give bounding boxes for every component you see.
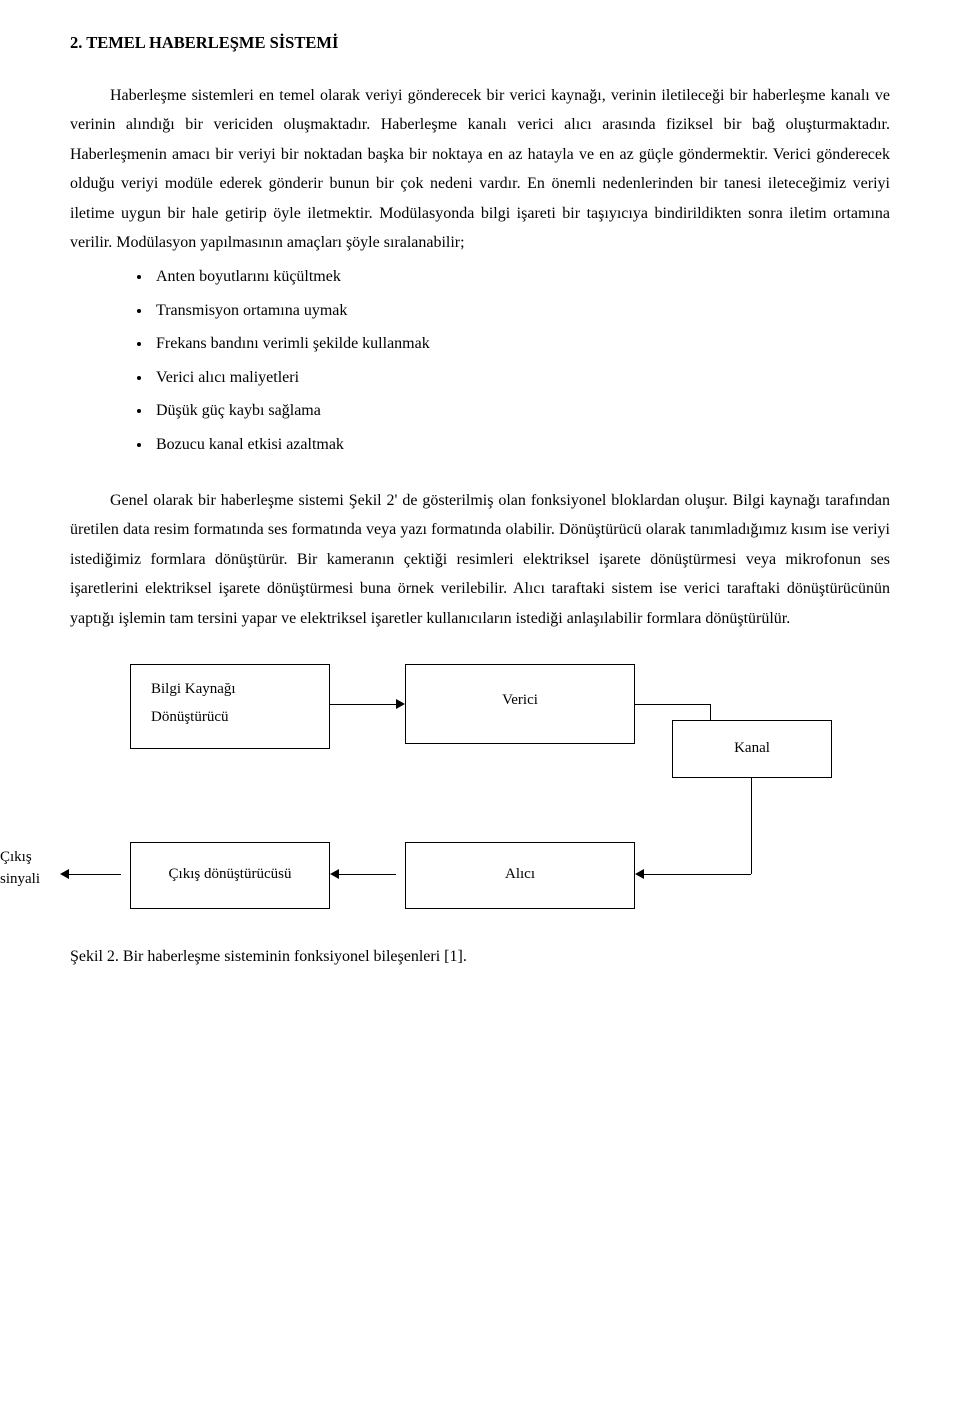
connector-line xyxy=(69,874,121,875)
arrow-left-icon xyxy=(635,869,644,879)
connector-line xyxy=(751,778,752,874)
list-item: Bozucu kanal etkisi azaltmak xyxy=(152,430,890,460)
connector-line xyxy=(710,704,711,720)
paragraph-body: Genel olarak bir haberleşme sistemi Şeki… xyxy=(70,486,890,634)
block-channel-label: Kanal xyxy=(734,735,770,763)
connector-line xyxy=(339,874,396,875)
list-item: Düşük güç kaybı sağlama xyxy=(152,396,890,426)
connector-line xyxy=(330,704,396,705)
block-source-line1: Bilgi Kaynağı xyxy=(151,675,309,704)
connector-line xyxy=(635,704,710,705)
block-output-converter: Çıkış dönüştürücüsü xyxy=(130,842,330,909)
output-signal-line1: Çıkış xyxy=(0,846,70,869)
bullet-list: Anten boyutlarını küçültmek Transmisyon … xyxy=(70,262,890,460)
section-heading: 2. TEMEL HABERLEŞME SİSTEMİ xyxy=(70,28,890,59)
block-receiver-label: Alıcı xyxy=(505,861,535,889)
arrow-left-icon xyxy=(330,869,339,879)
block-transmitter-label: Verici xyxy=(502,687,538,715)
arrow-right-icon xyxy=(396,699,405,709)
block-diagram: Bilgi Kaynağı Dönüştürücü Verici Kanal Ç… xyxy=(0,664,820,934)
figure-caption: Şekil 2. Bir haberleşme sisteminin fonks… xyxy=(0,942,890,972)
list-item: Verici alıcı maliyetleri xyxy=(152,363,890,393)
list-item: Frekans bandını verimli şekilde kullanma… xyxy=(152,329,890,359)
list-item: Anten boyutlarını küçültmek xyxy=(152,262,890,292)
block-source: Bilgi Kaynağı Dönüştürücü xyxy=(130,664,330,749)
list-item: Transmisyon ortamına uymak xyxy=(152,296,890,326)
block-source-line2: Dönüştürücü xyxy=(151,703,309,732)
block-receiver: Alıcı xyxy=(405,842,635,909)
arrow-left-icon xyxy=(60,869,69,879)
paragraph-intro: Haberleşme sistemleri en temel olarak ve… xyxy=(70,81,890,259)
block-output-converter-label: Çıkış dönüştürücüsü xyxy=(169,861,292,889)
block-transmitter: Verici xyxy=(405,664,635,744)
block-channel: Kanal xyxy=(672,720,832,778)
connector-line xyxy=(644,874,751,875)
